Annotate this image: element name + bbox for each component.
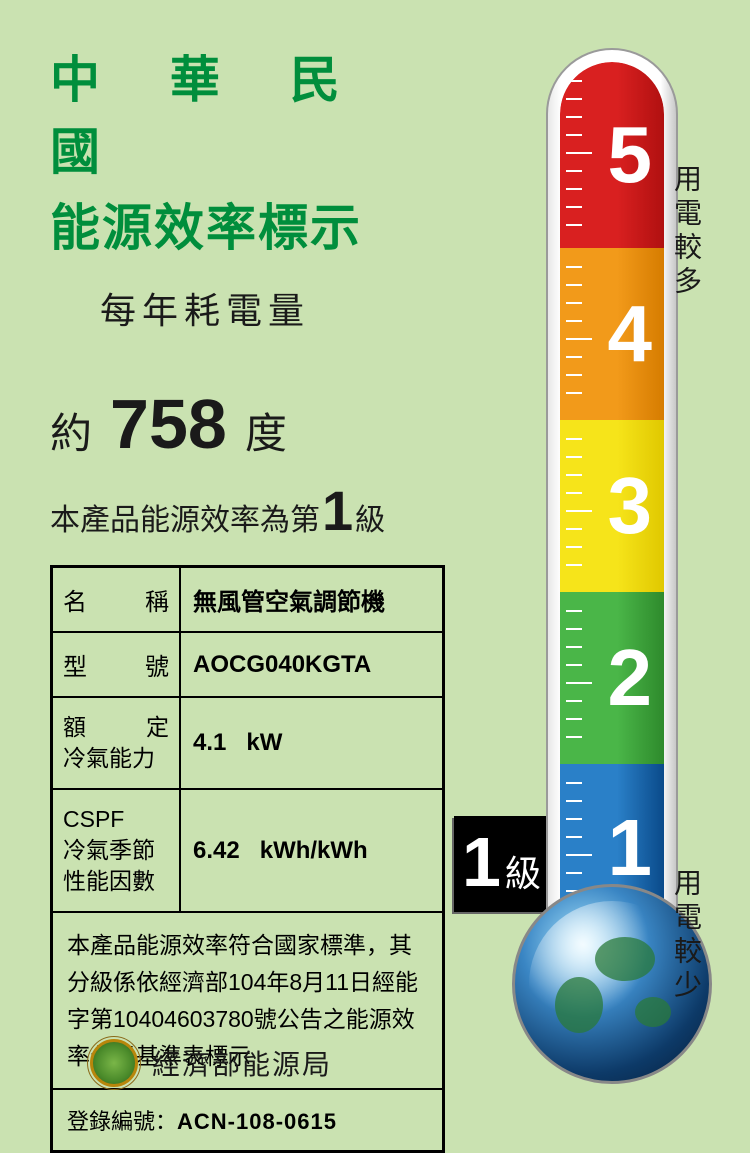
cell-label-model: 型 號 bbox=[53, 633, 181, 696]
table-row: 額定 冷氣能力 4.1 kW bbox=[53, 698, 442, 790]
subtitle-annual: 每年耗電量 bbox=[100, 282, 460, 334]
thermo-number-3: 3 bbox=[608, 460, 653, 552]
arrow-grade: 1 bbox=[462, 822, 501, 902]
title-country: 中 華 民 國 bbox=[50, 40, 460, 184]
reg-label: 登錄編號： bbox=[67, 1109, 177, 1134]
cell-value-name: 無風管空氣調節機 bbox=[181, 568, 442, 631]
cell-label-name: 名 稱 bbox=[53, 568, 181, 631]
cell-label-cspf: CSPF 冷氣季節 性能因數 bbox=[53, 790, 181, 911]
thermo-number-5: 5 bbox=[608, 109, 653, 201]
registration-row: 登錄編號：ACN-108-0615 bbox=[53, 1090, 351, 1150]
thermo-segment-3: 3 bbox=[560, 420, 664, 592]
cell-value-cspf: 6.42 kWh/kWh bbox=[181, 790, 442, 911]
table-row: 名 稱 無風管空氣調節機 bbox=[53, 568, 442, 633]
label-less-power: 用電較少 bbox=[666, 868, 706, 1004]
annual-consumption: 約 758 度 bbox=[50, 384, 460, 464]
approx-label: 約 bbox=[50, 400, 92, 461]
thermo-segment-4: 4 bbox=[560, 248, 664, 420]
consumption-unit: 度 bbox=[245, 400, 287, 461]
cell-value-capacity: 4.1 kW bbox=[181, 698, 442, 788]
thermo-number-4: 4 bbox=[608, 288, 653, 380]
bureau-name: 經濟部能源局 bbox=[152, 1043, 332, 1083]
cell-value-model: AOCG040KGTA bbox=[181, 633, 442, 696]
thermo-segment-5: 5 bbox=[560, 62, 664, 248]
table-row: 型 號 AOCG040KGTA bbox=[53, 633, 442, 698]
left-panel: 中 華 民 國 能源效率標示 每年耗電量 約 758 度 本產品能源效率為第 1… bbox=[0, 0, 460, 1153]
cell-label-capacity: 額定 冷氣能力 bbox=[53, 698, 181, 788]
reg-number: ACN-108-0615 bbox=[177, 1109, 337, 1134]
thermo-number-1: 1 bbox=[608, 802, 653, 894]
label-more-power: 用電較多 bbox=[666, 164, 706, 300]
consumption-value: 758 bbox=[110, 384, 227, 464]
thermo-tube-inner: 5 4 3 2 1 bbox=[560, 62, 664, 932]
eff-grade: 1 bbox=[322, 478, 353, 543]
thermo-segment-2: 2 bbox=[560, 592, 664, 764]
table-row: CSPF 冷氣季節 性能因數 6.42 kWh/kWh bbox=[53, 790, 442, 913]
eff-prefix: 本產品能源效率為第 bbox=[50, 495, 320, 539]
title-label: 能源效率標示 bbox=[50, 188, 460, 260]
thermo-number-2: 2 bbox=[608, 632, 653, 724]
footer: 經濟部能源局 bbox=[90, 1039, 332, 1087]
eff-suffix: 級 bbox=[355, 495, 385, 539]
thermometer: 54321 用電較多 用電較少 bbox=[522, 48, 702, 1088]
efficiency-statement: 本產品能源效率為第 1 級 bbox=[50, 478, 460, 543]
bureau-seal-icon bbox=[90, 1039, 138, 1087]
table-row: 登錄編號：ACN-108-0615 bbox=[53, 1090, 442, 1150]
